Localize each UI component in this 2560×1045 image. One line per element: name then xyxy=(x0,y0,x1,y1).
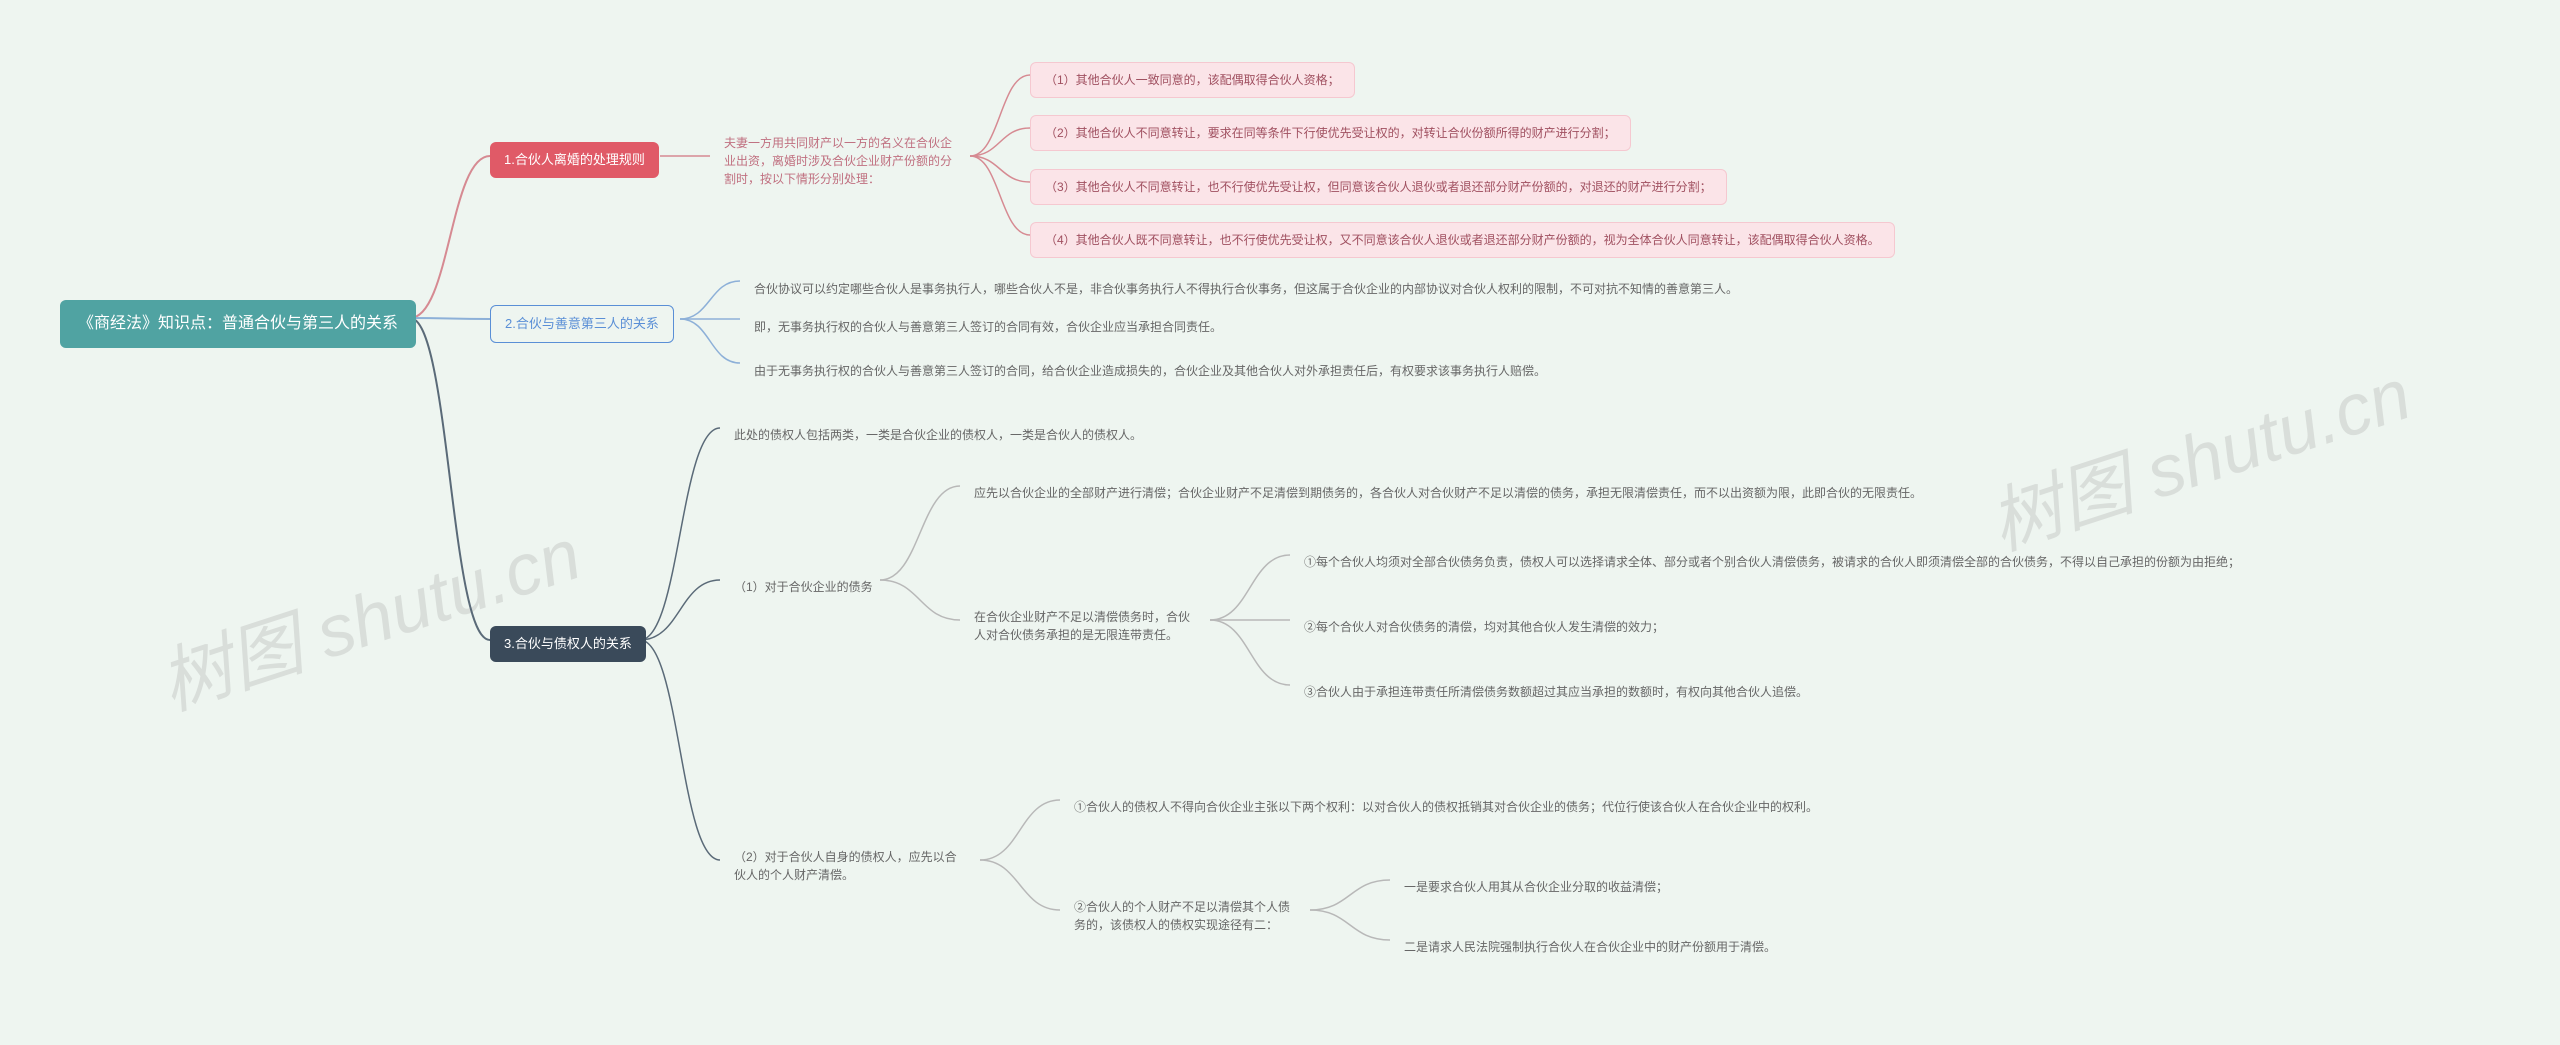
branch-2: 2.合伙与善意第三人的关系 xyxy=(490,305,674,343)
connector-lines xyxy=(0,0,2560,1045)
root-node: 《商经法》知识点：普通合伙与第三人的关系 xyxy=(60,300,416,348)
branch-2-leaf-2: 即，无事务执行权的合伙人与善意第三人签订的合同有效，合伙企业应当承担合同责任。 xyxy=(740,310,1236,344)
branch-3-sub1-subleaf-1: ①每个合伙人均须对全部合伙债务负责，债权人可以选择请求全体、部分或者个别合伙人清… xyxy=(1290,545,2254,579)
branch-3-sub1: （1）对于合伙企业的债务 xyxy=(720,570,887,604)
branch-3-sub1-sublabel: 在合伙企业财产不足以清偿债务时，合伙人对合伙债务承担的是无限连带责任。 xyxy=(960,600,1210,652)
watermark-1: 树图 shutu.cn xyxy=(144,495,591,730)
branch-1-desc: 夫妻一方用共同财产以一方的名义在合伙企业出资，离婚时涉及合伙企业财产份额的分割时… xyxy=(710,126,970,196)
branch-3-sub2-subleaf-2: 二是请求人民法院强制执行合伙人在合伙企业中的财产份额用于清偿。 xyxy=(1390,930,1790,964)
branch-1-leaf-4: （4）其他合伙人既不同意转让，也不行使优先受让权，又不同意该合伙人退伙或者退还部… xyxy=(1030,222,1895,258)
watermark-2: 树图 shutu.cn xyxy=(1974,335,2421,570)
branch-2-leaf-1: 合伙协议可以约定哪些合伙人是事务执行人，哪些合伙人不是，非合伙事务执行人不得执行… xyxy=(740,272,1752,306)
branch-3-sub2-leaf1: ①合伙人的债权人不得向合伙企业主张以下两个权利：以对合伙人的债权抵销其对合伙企业… xyxy=(1060,790,1832,824)
branch-1-leaf-1: （1）其他合伙人一致同意的，该配偶取得合伙人资格； xyxy=(1030,62,1355,98)
branch-3-sub1-subleaf-3: ③合伙人由于承担连带责任所清偿债务数额超过其应当承担的数额时，有权向其他合伙人追… xyxy=(1290,675,1822,709)
branch-1-leaf-3: （3）其他合伙人不同意转让，也不行使优先受让权，但同意该合伙人退伙或者退还部分财… xyxy=(1030,169,1727,205)
branch-3-sub2-sublabel: ②合伙人的个人财产不足以清偿其个人债务的，该债权人的债权实现途径有二： xyxy=(1060,890,1310,942)
branch-1: 1.合伙人离婚的处理规则 xyxy=(490,142,659,178)
branch-3-note: 此处的债权人包括两类，一类是合伙企业的债权人，一类是合伙人的债权人。 xyxy=(720,418,1156,452)
branch-3-sub2-subleaf-1: 一是要求合伙人用其从合伙企业分取的收益清偿； xyxy=(1390,870,1682,904)
branch-3-sub2: （2）对于合伙人自身的债权人，应先以合伙人的个人财产清偿。 xyxy=(720,840,980,892)
branch-3-sub1-subleaf-2: ②每个合伙人对合伙债务的清偿，均对其他合伙人发生清偿的效力； xyxy=(1290,610,1678,644)
branch-1-leaf-2: （2）其他合伙人不同意转让，要求在同等条件下行使优先受让权的，对转让合伙份额所得… xyxy=(1030,115,1631,151)
branch-3: 3.合伙与债权人的关系 xyxy=(490,626,646,662)
branch-2-leaf-3: 由于无事务执行权的合伙人与善意第三人签订的合同，给合伙企业造成损失的，合伙企业及… xyxy=(740,354,1560,388)
branch-3-sub1-leaf1: 应先以合伙企业的全部财产进行清偿；合伙企业财产不足清偿到期债务的，各合伙人对合伙… xyxy=(960,476,1936,510)
